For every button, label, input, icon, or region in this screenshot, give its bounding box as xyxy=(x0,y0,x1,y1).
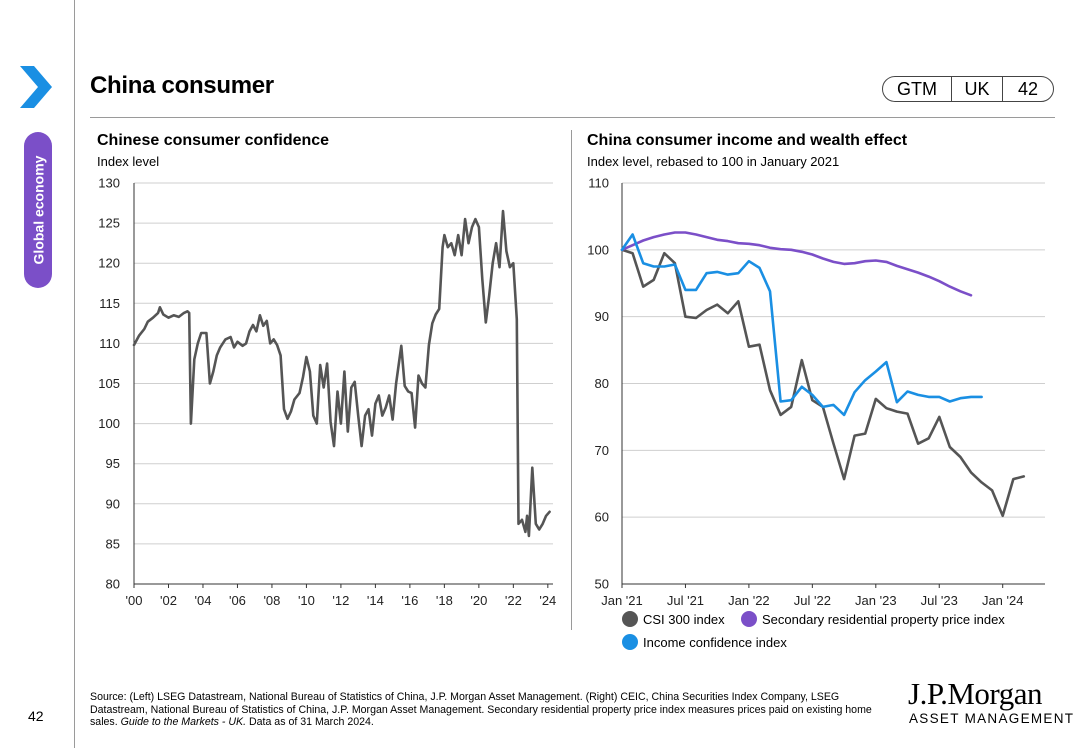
badge-region: UK xyxy=(952,77,1003,101)
brand-logo: J.P.Morgan xyxy=(908,676,1042,711)
badge-page: 42 xyxy=(1017,78,1039,99)
page-title: China consumer xyxy=(90,72,274,99)
legend-dot-csi300 xyxy=(622,611,638,627)
confidence-xtick-label: '02 xyxy=(160,593,177,608)
confidence-ytick-label: 100 xyxy=(98,416,120,431)
section-tab[interactable] xyxy=(24,132,52,288)
income-ytick-label: 90 xyxy=(595,309,609,324)
source-note: Source: (Left) LSEG Datastream, National… xyxy=(90,691,872,728)
legend-dot-property xyxy=(741,611,757,627)
confidence-series-0 xyxy=(132,209,551,538)
legend-label-csi300: CSI 300 index xyxy=(643,611,725,627)
confidence-xtick-label: '12 xyxy=(332,593,349,608)
confidence-xtick-label: '24 xyxy=(539,593,556,608)
section-tab-label: Global economy xyxy=(30,155,47,265)
legend-property: Secondary residential property price ind… xyxy=(741,611,1005,627)
income-ytick-label: 80 xyxy=(595,376,609,391)
left-chart-title: Chinese consumer confidence xyxy=(97,132,330,149)
confidence-ytick-label: 125 xyxy=(98,216,120,231)
confidence-xtick-label: '00 xyxy=(126,593,143,608)
confidence-xtick-label: '04 xyxy=(194,593,211,608)
confidence-ytick-label: 85 xyxy=(106,536,120,551)
confidence-xtick-label: '20 xyxy=(470,593,487,608)
confidence-xtick-label: '22 xyxy=(505,593,522,608)
confidence-xtick-label: '06 xyxy=(229,593,246,608)
confidence-xtick-label: '16 xyxy=(401,593,418,608)
confidence-xtick-label: '14 xyxy=(367,593,384,608)
consumer-confidence-chart: 130 125 120 115 110 105 100 95 90 85 80 '00 '02 '04 '0… xyxy=(98,176,556,609)
income-xtick-label: Jul '23 xyxy=(921,593,958,608)
chart-divider xyxy=(571,130,572,630)
title-divider xyxy=(90,117,1055,118)
confidence-xtick-label: '18 xyxy=(436,593,453,608)
chevron-right-icon xyxy=(20,66,52,108)
legend-label-property: Secondary residential property price ind… xyxy=(762,611,1005,627)
confidence-ytick-label: 115 xyxy=(99,296,120,311)
income-series-0 xyxy=(620,248,1026,518)
income-ytick-label: 60 xyxy=(595,510,609,525)
income-series-1 xyxy=(620,231,973,297)
legend-label-income: Income confidence index xyxy=(643,634,787,650)
income-ytick-label: 50 xyxy=(595,577,609,592)
income-ytick-label: 110 xyxy=(588,176,609,191)
confidence-xtick-label: '10 xyxy=(298,593,315,608)
income-ytick-label: 100 xyxy=(587,242,609,257)
income-xtick-label: Jan '21 xyxy=(601,593,643,608)
confidence-ytick-label: 95 xyxy=(106,456,120,471)
income-ytick-label: 70 xyxy=(595,443,609,458)
income-xtick-label: Jul '22 xyxy=(794,593,831,608)
income-xtick-label: Jul '21 xyxy=(667,593,704,608)
confidence-ytick-label: 110 xyxy=(99,336,120,351)
legend-income: Income confidence index xyxy=(622,634,787,650)
confidence-xtick-label: '08 xyxy=(263,593,280,608)
income-xtick-label: Jan '22 xyxy=(728,593,770,608)
confidence-ytick-label: 120 xyxy=(98,256,120,271)
page-badge: GTM UK 42 xyxy=(882,76,1054,102)
income-xtick-label: Jan '23 xyxy=(855,593,897,608)
left-chart-subtitle: Index level xyxy=(97,154,160,169)
confidence-ytick-label: 130 xyxy=(98,176,120,191)
income-series-2 xyxy=(620,233,983,417)
legend-csi300: CSI 300 index xyxy=(622,611,725,627)
confidence-ytick-label: 105 xyxy=(98,376,120,391)
income-xtick-label: Jan '24 xyxy=(982,593,1024,608)
confidence-ytick-label: 90 xyxy=(106,496,120,511)
page-number: 42 xyxy=(28,708,44,724)
right-chart-title: China consumer income and wealth effect xyxy=(587,132,908,149)
left-margin-rule xyxy=(74,0,75,748)
confidence-ytick-label: 80 xyxy=(106,577,120,592)
right-chart-subtitle: Index level, rebased to 100 in January 2… xyxy=(587,154,840,169)
brand-subtitle: ASSET MANAGEMENT xyxy=(909,711,1075,726)
badge-series: GTM xyxy=(883,77,952,101)
legend-dot-income xyxy=(622,634,638,650)
